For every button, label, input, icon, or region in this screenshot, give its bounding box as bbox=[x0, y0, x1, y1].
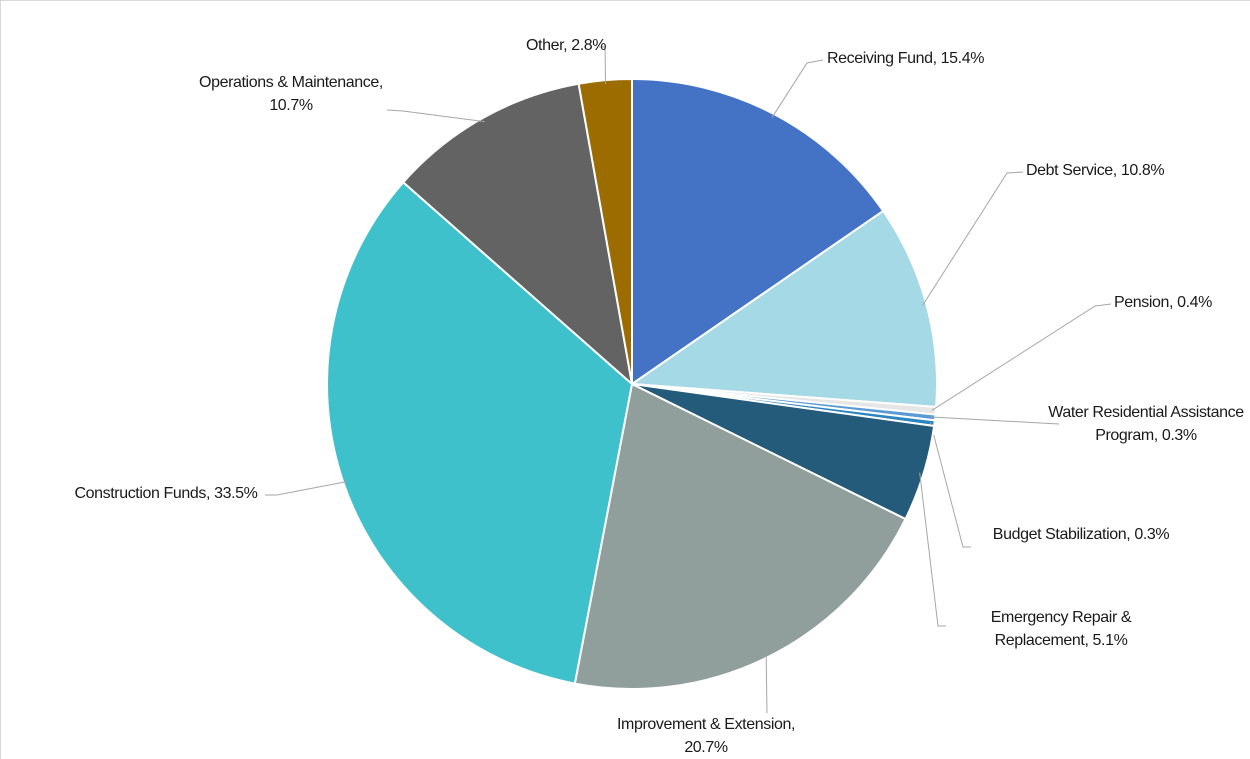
leader-line bbox=[931, 303, 1112, 411]
label-category: Water Residential Assistance Program bbox=[1048, 404, 1244, 444]
label-category: Receiving Fund bbox=[827, 50, 933, 67]
label-value: 0.4% bbox=[1177, 294, 1212, 311]
leader-line bbox=[599, 46, 607, 85]
pie-slice bbox=[401, 82, 634, 387]
pie-slice bbox=[629, 209, 938, 409]
data-label: Emergency Repair & Replacement, 5.1% bbox=[990, 609, 1132, 649]
label-category: Other bbox=[526, 37, 564, 54]
data-label: Improvement & Extension, 20.7% bbox=[616, 716, 796, 756]
leader-line bbox=[919, 472, 946, 627]
data-label: Receiving Fund, 15.4% bbox=[827, 50, 985, 67]
label-category: Pension bbox=[1114, 294, 1170, 311]
data-label: Pension, 0.4% bbox=[1114, 294, 1212, 311]
label-category: Debt Service bbox=[1026, 162, 1113, 179]
leader-line bbox=[931, 416, 1060, 425]
label-value: 5.1% bbox=[1092, 632, 1128, 649]
leader-line bbox=[922, 171, 1024, 306]
pie-slice bbox=[326, 180, 634, 685]
leader-line bbox=[771, 59, 824, 118]
leader-line bbox=[930, 422, 971, 548]
label-category: Budget Stabilization bbox=[992, 526, 1127, 543]
data-label: Construction Funds, 33.5% bbox=[74, 485, 258, 502]
label-value: 15.4% bbox=[940, 50, 985, 67]
label-value: 0.3% bbox=[1134, 526, 1170, 543]
label-category: Construction Funds bbox=[74, 485, 207, 502]
leader-line bbox=[765, 653, 768, 714]
data-label: Debt Service, 10.8% bbox=[1026, 162, 1165, 179]
data-label: Water Residential Assistance Program, 0.… bbox=[1048, 404, 1244, 444]
leader-line bbox=[386, 109, 485, 123]
pie-slice bbox=[573, 382, 907, 690]
label-category: Improvement & Extension bbox=[616, 716, 791, 733]
data-label: Budget Stabilization, 0.3% bbox=[992, 526, 1170, 543]
data-label: Other, 2.8% bbox=[526, 37, 607, 54]
label-category: Emergency Repair & Replacement bbox=[990, 609, 1132, 649]
leader-line bbox=[265, 481, 348, 496]
data-label: Operations & Maintenance, 10.7% bbox=[199, 74, 383, 114]
label-value: 10.8% bbox=[1120, 162, 1165, 179]
label-value: 2.8% bbox=[571, 37, 607, 54]
label-category: Operations & Maintenance bbox=[199, 74, 379, 91]
label-value: 10.7% bbox=[269, 97, 313, 114]
label-value: 33.5% bbox=[214, 485, 258, 502]
label-value: 20.7% bbox=[684, 739, 728, 756]
label-value: 0.3% bbox=[1161, 427, 1197, 444]
